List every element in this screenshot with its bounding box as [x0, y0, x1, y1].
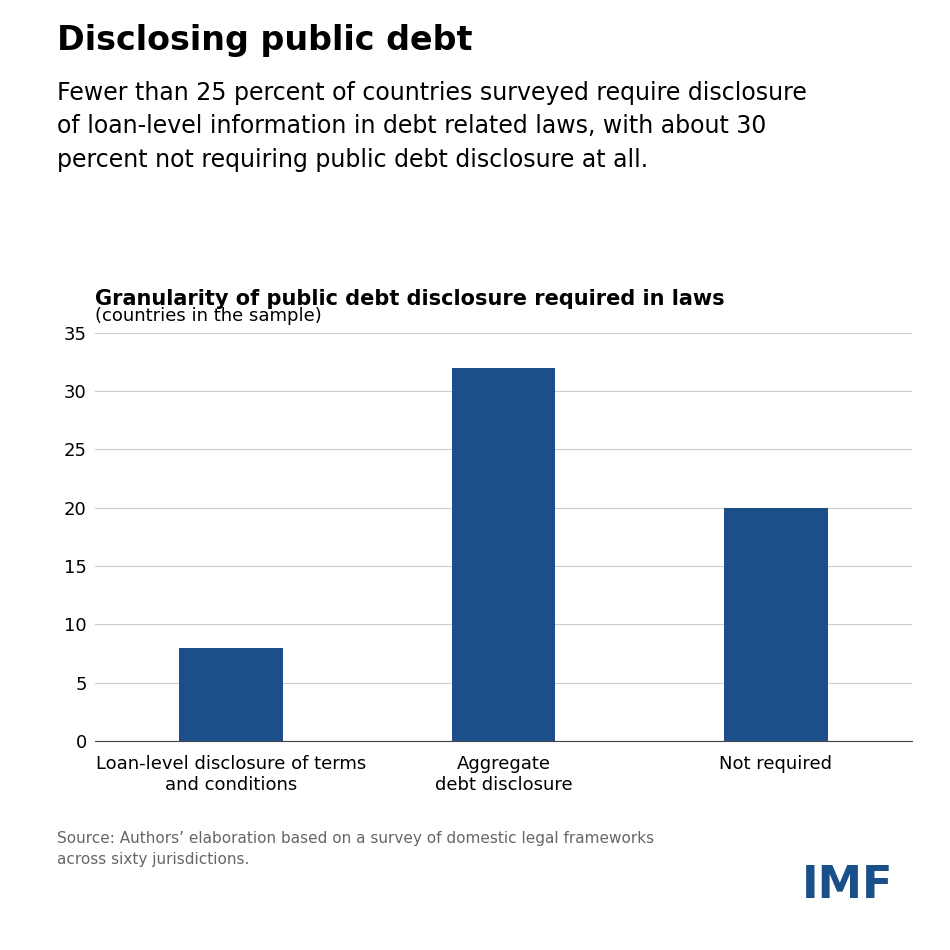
Text: Granularity of public debt disclosure required in laws: Granularity of public debt disclosure re…	[95, 289, 725, 309]
Text: (countries in the sample): (countries in the sample)	[95, 307, 322, 325]
Bar	[724, 507, 827, 741]
Text: Fewer than 25 percent of countries surveyed require disclosure
of loan-level inf: Fewer than 25 percent of countries surve…	[57, 81, 807, 172]
Text: Disclosing public debt: Disclosing public debt	[57, 24, 472, 57]
Bar	[180, 648, 283, 741]
Bar	[452, 368, 555, 741]
Text: Source: Authors’ elaboration based on a survey of domestic legal frameworks
acro: Source: Authors’ elaboration based on a …	[57, 831, 655, 867]
Text: IMF: IMF	[802, 864, 893, 907]
